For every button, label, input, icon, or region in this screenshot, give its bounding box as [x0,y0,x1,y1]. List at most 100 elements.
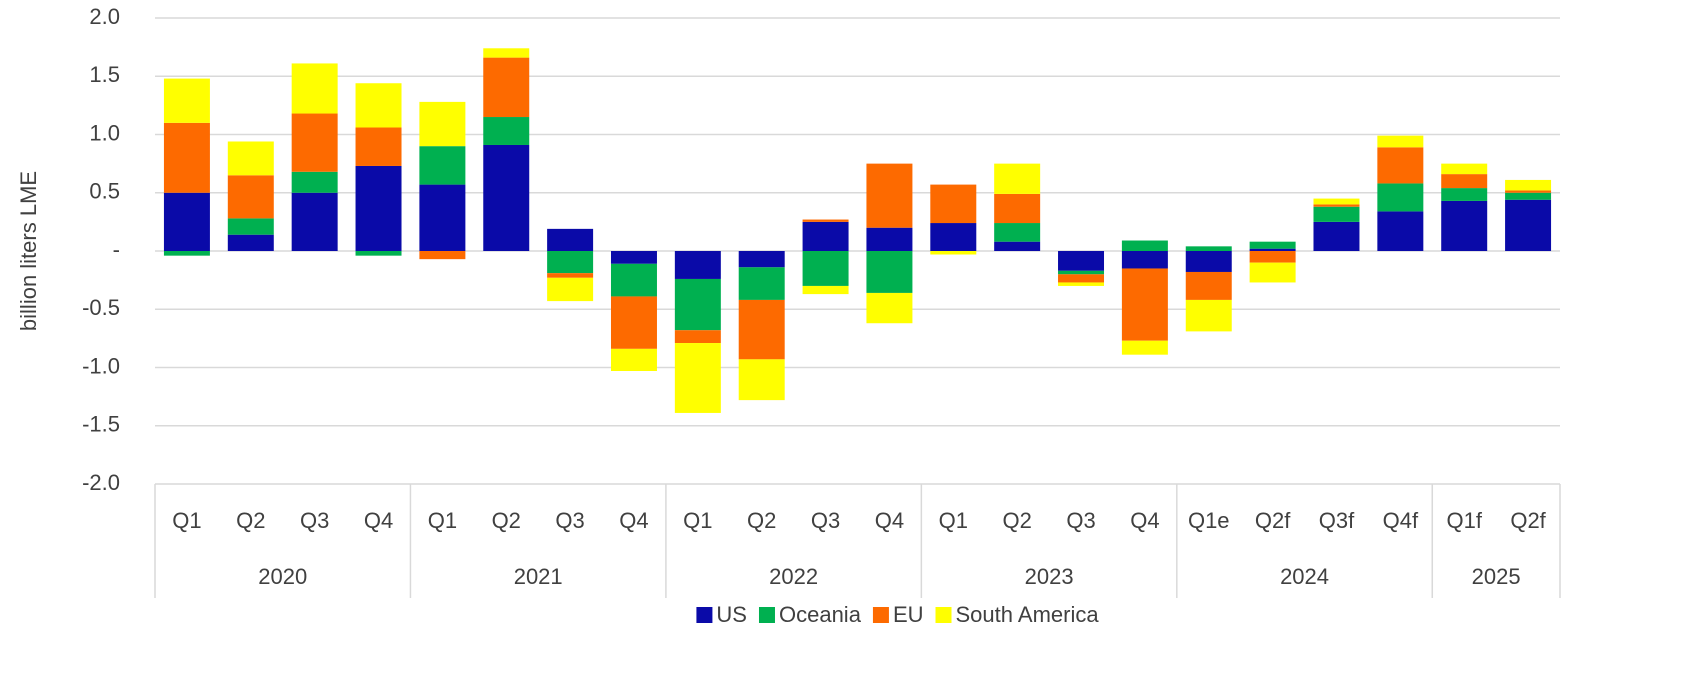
bar-segment [1441,188,1488,201]
bar-segment [1249,262,1296,283]
x-group-label: 2021 [514,564,563,589]
y-tick-label: - [113,237,120,262]
x-tick-label: Q1f [1446,508,1482,533]
bar-segment [163,251,210,256]
bar-segment [355,165,402,251]
bar-segment [610,251,657,264]
bar-segment [547,228,594,251]
bar-segment [1377,211,1424,251]
x-group-label: 2022 [769,564,818,589]
x-tick-label: Q1 [683,508,712,533]
bar-segment [738,299,785,360]
bar-segment [547,251,594,274]
x-tick-label: Q4 [619,508,648,533]
bar-segment [1441,200,1488,251]
bar-segment [1185,251,1232,272]
bar-segment [1121,340,1168,355]
bar-segment [1313,198,1360,205]
bar-segment [163,192,210,251]
bar-segment [227,218,274,235]
bar-segment [1121,268,1168,341]
bar-segment [866,227,913,251]
x-group-label: 2023 [1025,564,1074,589]
bar-segment [419,146,466,185]
bar-segment [291,113,338,172]
x-tick-label: Q3 [811,508,840,533]
y-tick-label: -0.5 [82,295,120,320]
x-tick-label: Q1e [1188,508,1230,533]
bar-segment [1185,299,1232,332]
bar-segment [163,122,210,193]
bar-segment [1313,204,1360,207]
y-tick-label: -2.0 [82,470,120,495]
x-tick-label: Q2 [492,508,521,533]
x-tick-label: Q3 [555,508,584,533]
bar-segment [994,163,1041,194]
bar-segment [738,251,785,268]
bar-segment [802,285,849,295]
bar-segment [1377,183,1424,212]
x-tick-label: Q2 [236,508,265,533]
bar-segment [1121,251,1168,269]
bar-segment [483,117,530,145]
bar-segment [227,234,274,251]
bar-segment [355,83,402,128]
bar-segment [291,171,338,193]
bar-segment [674,278,721,331]
legend-swatch [935,607,952,623]
bar-segment [1185,246,1232,251]
bar-segment [866,251,913,293]
x-group-label: 2024 [1280,564,1329,589]
bar-segment [610,348,657,371]
bar-segment [1249,241,1296,249]
x-tick-label: Q1 [172,508,201,533]
bar-segment [1505,192,1552,200]
y-tick-label: 1.5 [89,62,120,87]
bar-segment [483,144,530,251]
y-tick-label: 1.0 [89,120,120,145]
bar-segment [1249,251,1296,263]
bar-segment [802,219,849,222]
bar-segment [483,48,530,58]
legend-swatch [872,607,889,623]
x-tick-label: Q1 [939,508,968,533]
legend-label: EU [893,602,924,627]
bar-segment [483,57,530,118]
bar-segment [866,292,913,324]
y-axis-label: billion liters LME [16,171,41,331]
x-group-label: 2025 [1472,564,1521,589]
y-tick-label: 0.5 [89,179,120,204]
x-tick-label: Q2f [1255,508,1291,533]
bar-segment [802,251,849,286]
bar-segment [1505,199,1552,251]
bar-segment [738,359,785,401]
bar-segment [227,175,274,219]
bar-segment [1377,135,1424,148]
y-tick-label: -1.5 [82,412,120,437]
bar-segment [930,223,977,251]
bar-segment [994,241,1041,251]
x-tick-label: Q3f [1319,508,1355,533]
bar-segment [1505,179,1552,191]
bar-segment [547,273,594,278]
bar-segment [994,223,1041,242]
bar-segment [994,193,1041,224]
bar-segment [291,192,338,251]
bar-segment [1505,190,1552,193]
legend-label: Oceania [779,602,862,627]
bar-segment [1121,240,1168,251]
bar-segment [674,343,721,413]
bar-segment [291,63,338,114]
bar-segment [610,296,657,349]
x-tick-label: Q2f [1510,508,1546,533]
bar-segment [419,251,466,260]
bar-segment [163,78,210,123]
bar-segment [1058,282,1105,286]
bar-segment [419,101,466,147]
legend-label: US [716,602,747,627]
x-tick-label: Q3 [1066,508,1095,533]
x-tick-label: Q4f [1383,508,1419,533]
x-group-label: 2020 [258,564,307,589]
bar-segment [1185,271,1232,300]
